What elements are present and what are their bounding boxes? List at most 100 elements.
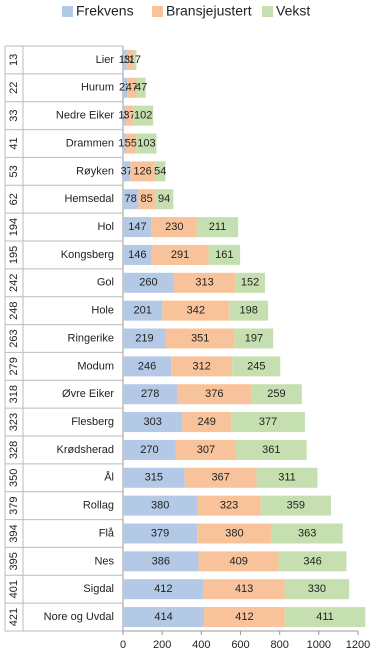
data-label: 260	[139, 277, 157, 289]
y-tick-label: Hol	[97, 221, 114, 233]
y-tick-label: Krødsherad	[57, 444, 114, 456]
data-label: 380	[225, 527, 243, 539]
bar-segment	[123, 133, 126, 154]
bar-segment	[235, 439, 307, 460]
bar-segment	[123, 495, 198, 516]
data-label: 377	[259, 416, 277, 428]
bar-segment	[231, 412, 305, 433]
data-label: 315	[145, 472, 163, 484]
bar-segment	[130, 161, 155, 182]
data-label: 307	[197, 444, 215, 456]
bar-segment	[123, 356, 172, 377]
x-tick-label: 400	[192, 639, 210, 651]
data-label: 351	[191, 332, 209, 344]
row-label: 33	[8, 110, 20, 122]
x-tick-label: 1000	[307, 639, 331, 651]
data-label: 201	[134, 305, 152, 317]
bar-segment	[284, 579, 350, 600]
row-label: 53	[8, 165, 20, 177]
bar-segment	[136, 77, 146, 98]
bar-segment	[123, 77, 128, 98]
bar-segment	[184, 467, 257, 488]
data-label: 37	[123, 110, 135, 122]
data-label: 37	[120, 165, 132, 177]
data-label: 211	[209, 221, 227, 233]
bar-segment	[198, 551, 279, 572]
bar-segment	[123, 384, 178, 405]
bar-segment	[125, 133, 137, 154]
row-label: 318	[8, 385, 20, 403]
data-label: 409	[229, 555, 247, 567]
x-tick-label: 600	[231, 639, 249, 651]
bar-segment	[229, 300, 269, 321]
data-label: 414	[154, 611, 172, 623]
y-tick-label: Modum	[77, 360, 114, 372]
bar-segment	[232, 356, 281, 377]
data-label: 55	[125, 137, 137, 149]
data-label: 161	[215, 249, 233, 261]
bar-segment	[138, 189, 155, 210]
bar-segment	[125, 105, 134, 126]
data-label: 363	[298, 527, 316, 539]
bar-segment	[123, 412, 183, 433]
y-tick-label: Hemsedal	[64, 193, 114, 205]
bar-segment	[171, 356, 233, 377]
data-label: 386	[152, 555, 170, 567]
data-label: 379	[151, 527, 169, 539]
bar-segment	[234, 328, 274, 349]
bar-segment	[123, 439, 176, 460]
data-label: 198	[240, 305, 258, 317]
legend-swatch	[262, 6, 273, 17]
data-label: 367	[211, 472, 229, 484]
y-tick-label: Kongsberg	[61, 249, 114, 261]
row-label: 248	[8, 301, 20, 319]
bar-segment	[154, 161, 166, 182]
x-tick-label: 1200	[346, 639, 370, 651]
bar-segment	[284, 607, 366, 628]
bar-segment	[123, 328, 166, 349]
bar-segment	[260, 495, 331, 516]
bar-segment	[197, 495, 261, 516]
legend-swatch	[152, 6, 163, 17]
data-label: 380	[151, 500, 169, 512]
bar-segment	[203, 579, 285, 600]
data-label: 152	[241, 277, 259, 289]
y-tick-label: Hurum	[81, 82, 114, 94]
bar-segment	[123, 217, 152, 238]
row-label: 279	[8, 357, 20, 375]
data-label: 376	[205, 388, 223, 400]
bar-segment	[177, 384, 252, 405]
data-label: 311	[278, 472, 296, 484]
data-label: 33	[124, 54, 136, 66]
row-label: 194	[8, 218, 20, 236]
bar-segment	[123, 161, 131, 182]
data-label: 278	[141, 388, 159, 400]
legend-label: Vekst	[276, 3, 310, 19]
legend-label: Bransjejustert	[166, 3, 252, 19]
bar-segment	[196, 217, 239, 238]
data-label: 17	[129, 54, 141, 66]
y-tick-label: Nedre Eiker	[56, 110, 114, 122]
bar-segment	[173, 272, 236, 293]
row-label: 328	[8, 441, 20, 459]
bar-segment	[133, 105, 154, 126]
bar-segment	[123, 244, 152, 265]
row-label: 394	[8, 524, 20, 542]
row-label: 379	[8, 496, 20, 514]
bar-segment	[154, 189, 174, 210]
legend-label: Frekvens	[76, 3, 134, 19]
bar-segment	[123, 300, 163, 321]
data-label: 249	[198, 416, 216, 428]
bar-segment	[182, 412, 232, 433]
data-label: 412	[154, 583, 172, 595]
bar-segment	[151, 217, 197, 238]
data-label: 342	[187, 305, 205, 317]
bar-segment	[165, 328, 235, 349]
legend-swatch	[62, 6, 73, 17]
data-label: 259	[267, 388, 285, 400]
y-tick-label: Lier	[96, 54, 115, 66]
data-label: 219	[135, 332, 153, 344]
data-label: 270	[140, 444, 158, 456]
data-label: 323	[220, 500, 238, 512]
